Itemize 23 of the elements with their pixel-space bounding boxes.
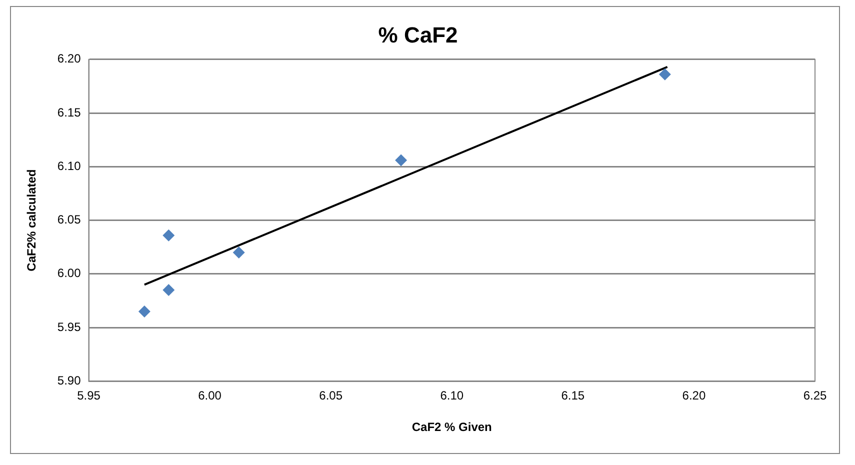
x-axis-title: CaF2 % Given [412, 420, 492, 434]
point [138, 305, 150, 318]
x-tick-label: 6.00 [198, 388, 222, 403]
point [658, 68, 671, 80]
x-tick-label: 6.10 [440, 388, 464, 403]
chart-title: % CaF2 [378, 22, 458, 48]
x-tick-label: 5.95 [77, 388, 101, 403]
point [162, 284, 175, 296]
y-tick-label: 6.05 [57, 212, 82, 227]
x-tick-label: 6.15 [561, 388, 585, 403]
y-tick-label: 5.95 [57, 320, 82, 334]
y-tick-label: 5.90 [57, 374, 82, 388]
y-tick-label: 6.00 [57, 266, 82, 280]
point [395, 154, 408, 166]
x-tick-label: 6.20 [682, 388, 706, 403]
y-tick-label: 6.15 [57, 105, 82, 120]
x-tick-label: 6.05 [319, 388, 343, 403]
y-tick-label: 6.10 [57, 158, 82, 173]
point [232, 246, 245, 258]
y-axis-title: CaF2% calculated [24, 169, 39, 272]
x-tick-label: 6.25 [803, 388, 827, 403]
point [162, 229, 175, 242]
y-tick-label: 6.20 [57, 52, 82, 66]
